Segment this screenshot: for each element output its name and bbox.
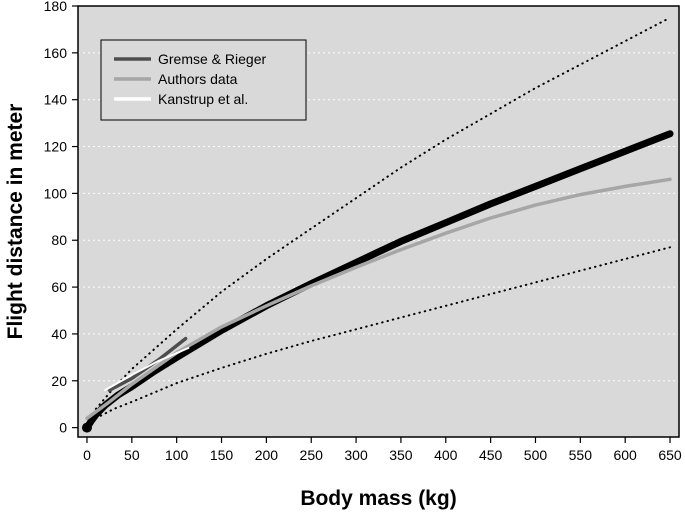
axes: 0 50 100 150 200 250 300 350 400 450 500 550 600 650 0… — [44, 0, 682, 463]
y-tick-label-0: 0 — [59, 420, 67, 436]
series-kanstrup-et-al — [103, 347, 190, 392]
series-authors-data — [85, 177, 672, 421]
x-tick-label-150: 150 — [210, 447, 234, 463]
x-tick-label-600: 600 — [613, 447, 637, 463]
x-tick-label-100: 100 — [165, 447, 189, 463]
series-gremse-rieger — [107, 336, 188, 392]
fit-start-marker — [81, 422, 92, 433]
x-tick-label-650: 650 — [658, 447, 682, 463]
x-tick-label-50: 50 — [124, 447, 140, 463]
y-tick-label-140: 140 — [44, 92, 68, 108]
x-tick-label-400: 400 — [434, 447, 458, 463]
series-layer — [81, 16, 674, 433]
x-tick-label-200: 200 — [255, 447, 279, 463]
y-tick-label-80: 80 — [51, 232, 67, 248]
y-axis-title: Flight distance in meter — [4, 104, 27, 340]
x-axis-title: Body mass (kg) — [300, 487, 456, 510]
series-upper-bound — [94, 16, 671, 410]
series-lower-bound — [94, 246, 671, 420]
legend: Gremse & Rieger Authors data Kanstrup et a… — [100, 39, 307, 121]
y-tick-label-160: 160 — [44, 45, 68, 61]
x-tick-label-0: 0 — [83, 447, 91, 463]
y-tick-label-180: 180 — [44, 0, 68, 14]
x-tick-label-350: 350 — [389, 447, 413, 463]
y-tick-label-60: 60 — [51, 279, 67, 295]
x-tick-label-300: 300 — [344, 447, 368, 463]
legend-label-authors-data: Authors data — [158, 71, 238, 87]
x-tick-label-550: 550 — [569, 447, 593, 463]
x-tick-label-500: 500 — [524, 447, 548, 463]
y-tick-label-100: 100 — [44, 185, 68, 201]
x-tick-label-450: 450 — [479, 447, 503, 463]
legend-label-kanstrup-et-al: Kanstrup et al. — [158, 91, 248, 107]
y-tick-label-120: 120 — [44, 139, 68, 155]
y-tick-label-20: 20 — [51, 373, 67, 389]
x-tick-label-250: 250 — [300, 447, 324, 463]
y-tick-label-40: 40 — [51, 326, 67, 342]
legend-label-gremse-rieger: Gremse & Rieger — [158, 51, 266, 67]
plot-frame — [77, 5, 680, 438]
